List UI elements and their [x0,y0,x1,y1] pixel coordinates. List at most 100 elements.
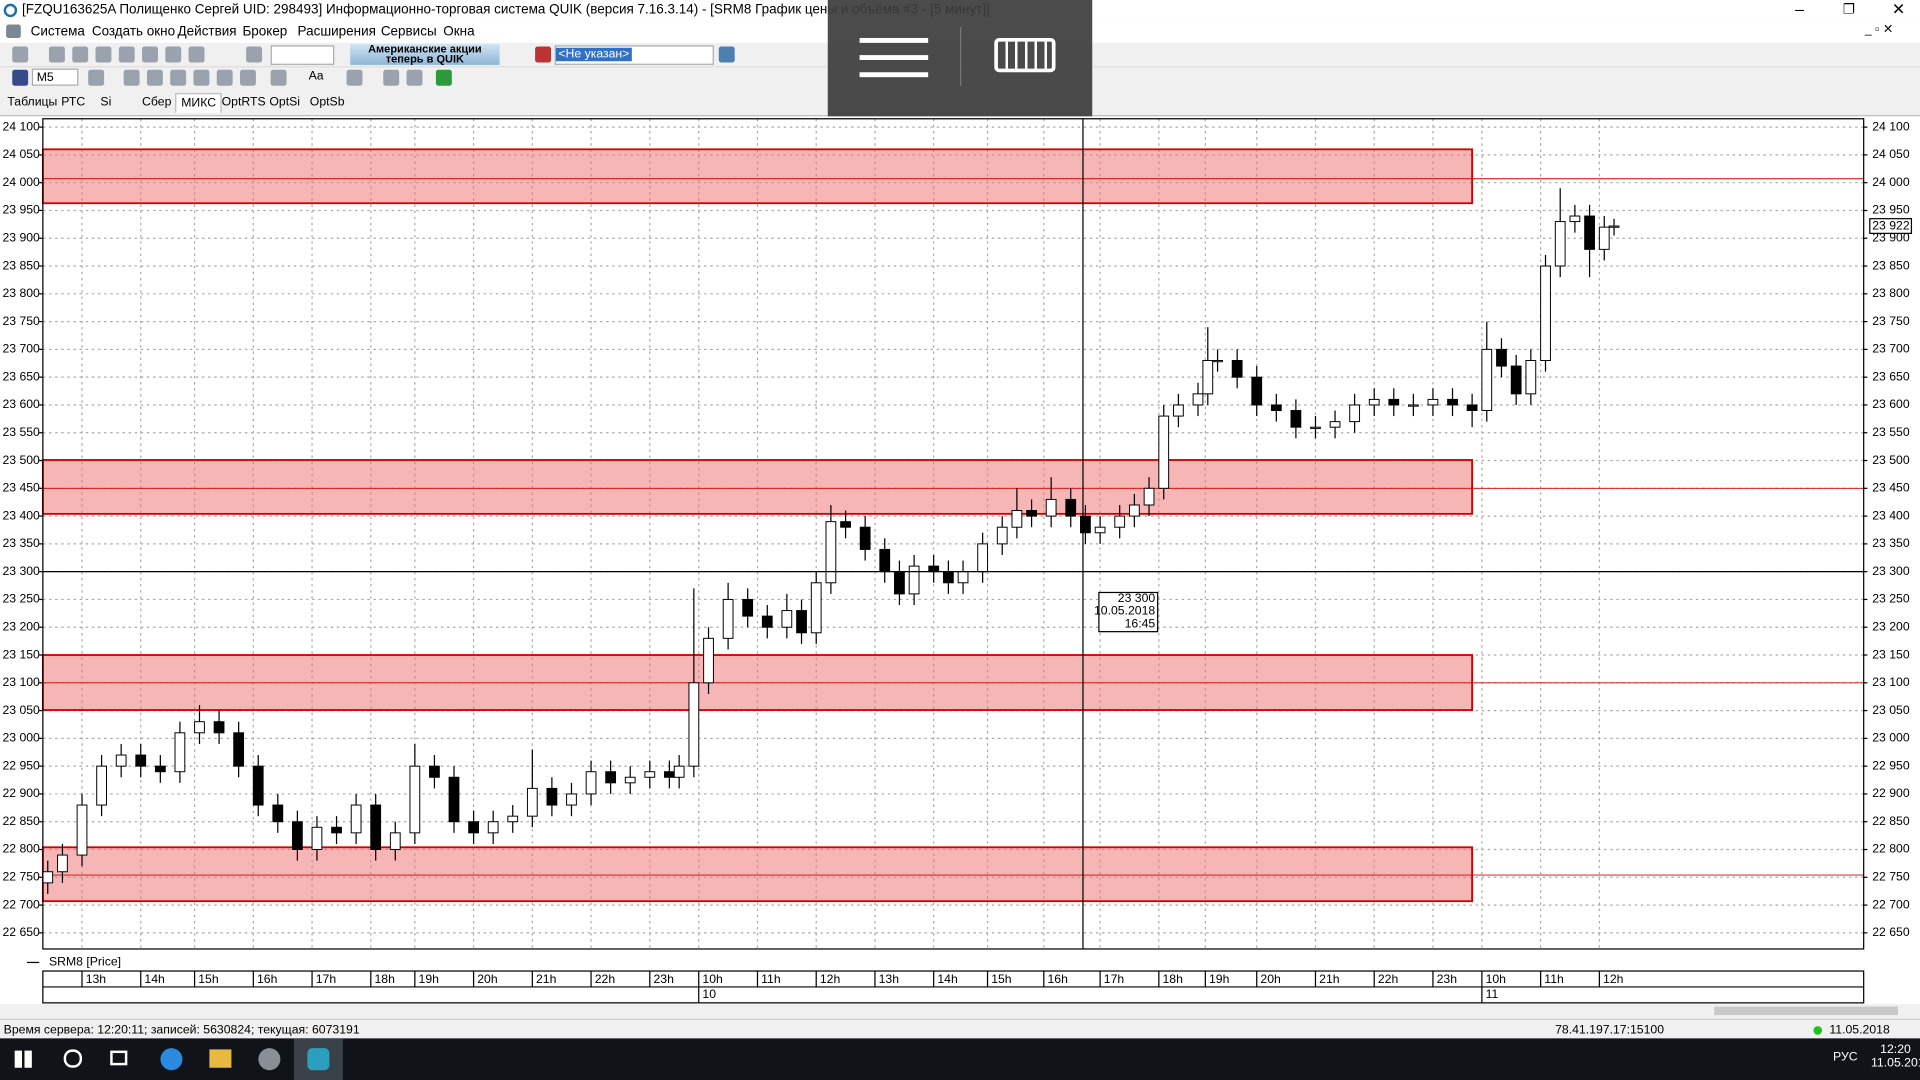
candle-body [1011,510,1023,528]
account-select[interactable]: <Не указан> [554,45,714,65]
language-indicator[interactable]: РУС [1833,1050,1858,1065]
text-tool[interactable]: Aa [308,69,324,84]
tool-button[interactable] [240,69,256,86]
menu-item[interactable]: Система [30,24,85,40]
restore-button[interactable]: ❐ [1842,2,1855,18]
mdi-icon[interactable] [6,24,21,38]
y-tick-label: 22 650 [2,925,40,939]
task-view-button[interactable] [110,1050,128,1066]
candle-body [977,543,989,573]
minimize-button[interactable]: – [1795,0,1804,19]
candle-body [1407,404,1419,407]
tool-button[interactable] [383,69,400,86]
menu-item[interactable]: Создать окно [91,24,176,40]
candle-body [468,821,479,834]
tab[interactable]: OptRTS [221,95,266,109]
candle-body [1481,348,1493,412]
tool-button[interactable] [193,69,210,86]
interval-select[interactable]: M5 [31,68,79,86]
candle-body [1270,404,1282,412]
candle-body [1026,510,1037,517]
legend-entry: SRM8 [Price] [49,955,121,969]
tool-button[interactable] [718,46,735,63]
app-button[interactable] [258,1048,281,1071]
tool-button[interactable] [406,69,423,86]
candle-body [957,571,969,584]
tab[interactable]: Таблицы [7,95,58,109]
y2-tick-label: 23 950 [1872,203,1910,217]
candle-body [908,565,920,595]
candle-body [1158,415,1170,489]
tool-button[interactable] [123,69,140,86]
h-scrollbar[interactable] [0,1004,1920,1018]
quik-task-button[interactable] [293,1038,343,1080]
y2-tick-label: 23 500 [1872,453,1910,467]
start-button[interactable] [14,1050,32,1068]
menu-item[interactable]: Брокер [242,24,288,40]
tab[interactable]: Si [100,95,112,109]
tool-button[interactable] [118,46,135,63]
tool-button[interactable] [435,69,452,86]
y2-tick-label: 23 300 [1872,564,1910,578]
tool-button[interactable] [12,46,29,63]
tab[interactable]: РТС [61,95,86,109]
promo-banner[interactable]: Американские акции теперь в QUIK [350,43,500,65]
menu-item[interactable]: Расширения [297,24,376,40]
candle-body [213,721,225,734]
ie-button[interactable] [160,1048,183,1071]
search-button[interactable] [63,1049,83,1068]
x-tick-label: 23h [653,972,674,986]
y-tick-label: 23 500 [2,453,40,467]
tool-button[interactable] [170,69,187,86]
app-icon [3,3,18,18]
tool-button[interactable] [88,69,105,86]
y-tick-label: 22 700 [2,897,40,911]
explorer-button[interactable] [209,1049,232,1068]
mdi-controls[interactable]: _ ▫ ✕ [1864,23,1894,37]
menu-item[interactable]: Действия [177,24,237,40]
y2-tick-label: 24 100 [1872,119,1910,133]
tool-button[interactable] [48,46,65,63]
close-button[interactable]: ✕ [1891,0,1906,19]
y2-tick-label: 24 000 [1872,175,1910,189]
tool-button[interactable] [142,46,158,63]
candle-body [76,804,88,856]
tool-button[interactable] [270,69,287,86]
x-tick-label: 19h [419,972,440,986]
keyboard-button[interactable] [994,37,1056,73]
tool-button[interactable] [188,46,205,63]
candle-body [1427,398,1439,406]
search-button[interactable] [246,46,263,63]
menu-item[interactable]: Сервисы [380,24,437,40]
hamburger-button[interactable] [859,37,929,43]
candle-body [1212,360,1223,363]
candle-body [624,776,636,784]
crosshair-tooltip [1098,591,1159,633]
y2-tick-label: 22 950 [1872,758,1910,772]
tab[interactable]: OptSb [309,95,345,109]
search-input[interactable] [270,45,335,65]
x-tick-label: 21h [536,972,557,986]
tab-active[interactable]: МИКС [175,93,223,113]
current-price-label: 23 922 [1872,218,1910,232]
tab[interactable]: OptSi [269,95,301,109]
tool-button[interactable] [95,46,112,63]
tool-button[interactable] [146,69,163,86]
y-tick-label: 23 600 [2,397,40,411]
tab[interactable]: Сбер [142,95,172,109]
tool-button[interactable] [72,46,89,63]
tool-button[interactable] [346,69,363,86]
candle-body [673,765,685,778]
chart-type-button[interactable] [12,69,29,86]
x-tick-label: 18h [1163,972,1184,986]
candle-body [233,732,245,767]
tool-button[interactable] [216,69,233,86]
y-tick-label: 23 250 [2,592,40,606]
tool-button[interactable] [165,46,182,63]
candle-body [429,765,440,778]
menu-item[interactable]: Окна [443,24,475,40]
account-icon[interactable] [535,46,552,63]
scroll-thumb[interactable] [1714,1006,1898,1016]
